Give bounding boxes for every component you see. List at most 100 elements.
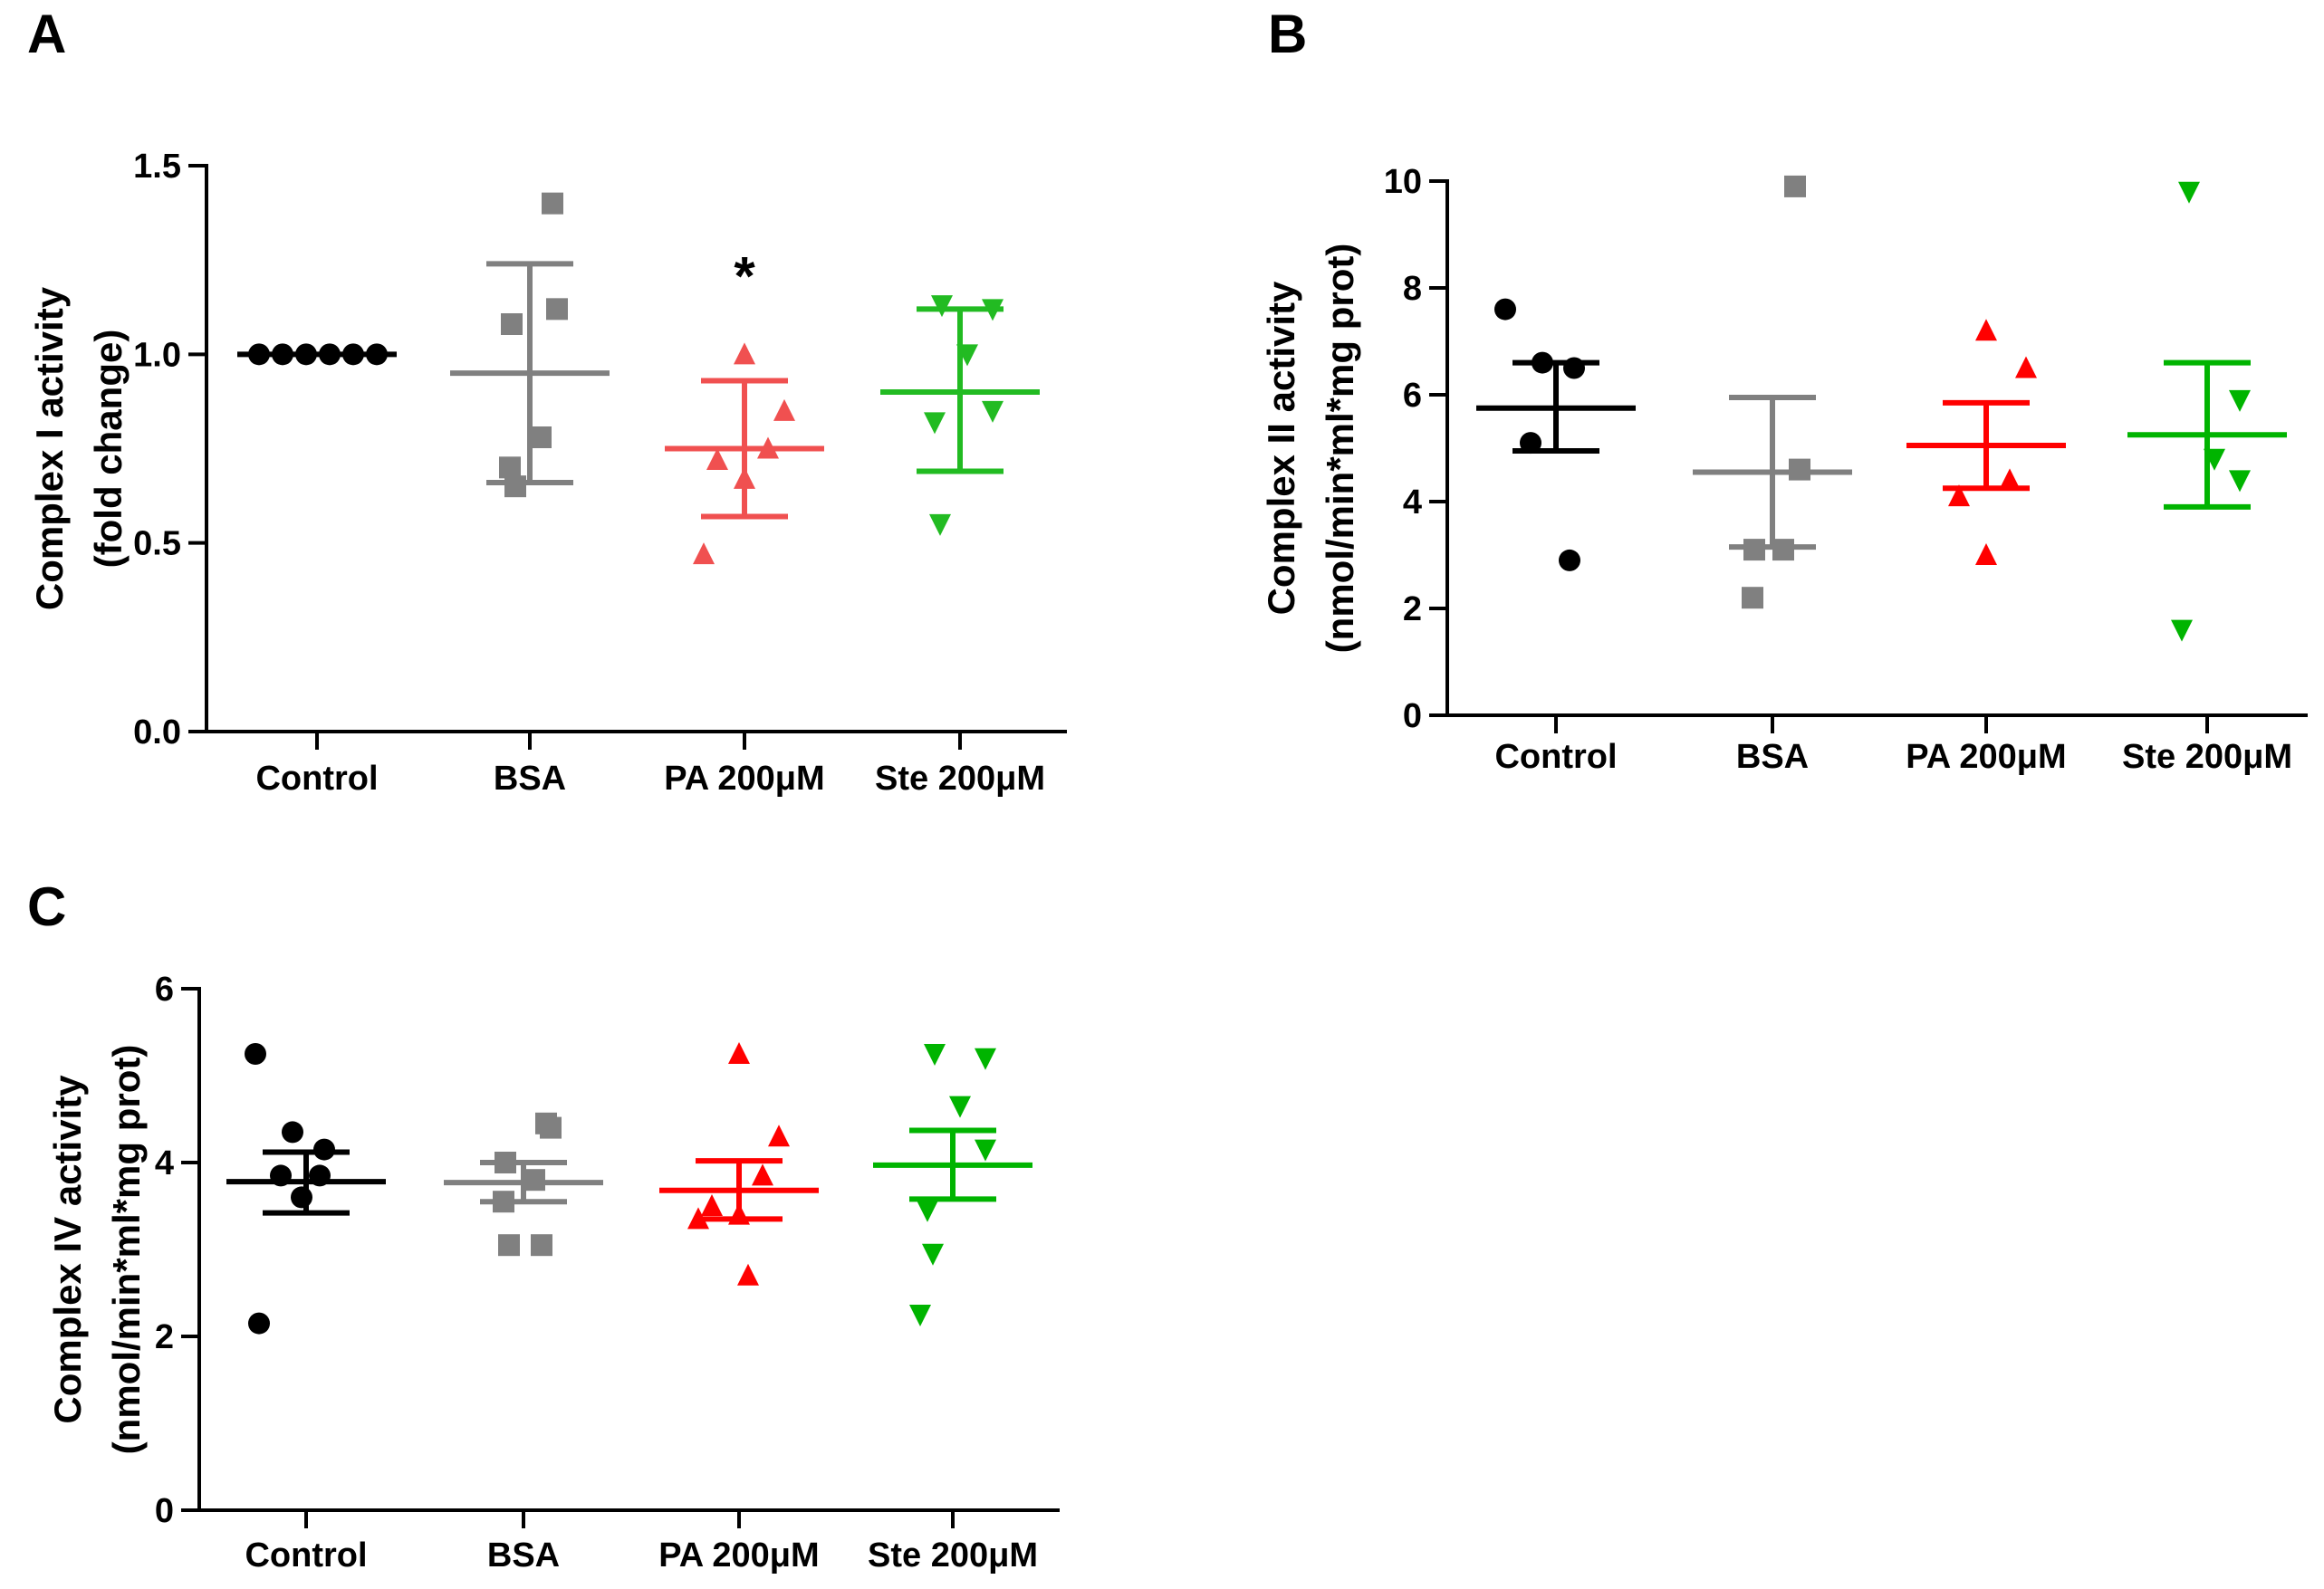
data-point <box>924 412 946 435</box>
data-point <box>542 192 563 215</box>
data-point <box>737 1263 759 1286</box>
data-point <box>295 343 317 366</box>
data-point <box>734 342 755 365</box>
y-tick-label: 4 <box>1403 483 1422 522</box>
y-tick-label: 2 <box>155 1318 174 1356</box>
data-point <box>734 466 755 489</box>
data-point <box>499 456 521 479</box>
data-point <box>291 1186 312 1209</box>
data-point <box>2229 389 2251 412</box>
data-point <box>1784 175 1806 197</box>
data-point <box>1532 351 1553 374</box>
data-point <box>1494 298 1516 321</box>
data-point <box>319 343 341 366</box>
data-point <box>495 1152 516 1173</box>
data-point <box>2171 619 2193 642</box>
x-category-label: Control <box>255 760 378 798</box>
data-point <box>270 1164 292 1187</box>
y-tick-label: 4 <box>155 1144 174 1182</box>
data-point <box>773 398 795 421</box>
panel-c-chart: 0 2 4 6 Control BSA PA 200μM Ste 200μM Complex I… <box>46 971 1060 1575</box>
data-point <box>917 1200 938 1222</box>
data-point <box>706 448 728 470</box>
y-axis-title: Complex I activity <box>28 286 71 610</box>
data-point <box>546 298 568 321</box>
data-point <box>929 513 951 536</box>
y-tick-label: 1.0 <box>133 336 181 374</box>
x-category-label: Ste 200μM <box>868 1536 1038 1575</box>
data-point <box>1743 539 1765 561</box>
data-point <box>728 1202 750 1225</box>
data-point <box>1563 357 1585 379</box>
significance-star: * <box>734 245 755 306</box>
data-point <box>922 1243 944 1266</box>
data-point <box>540 1116 562 1139</box>
panel-letter-a: A <box>27 4 66 64</box>
data-point <box>693 542 715 565</box>
data-point <box>2229 470 2251 493</box>
data-point <box>1948 484 1970 507</box>
y-tick-label: 1.5 <box>133 148 181 186</box>
data-point <box>313 1138 335 1161</box>
y-tick-label: 0.5 <box>133 525 181 563</box>
data-point <box>956 344 978 367</box>
data-point <box>982 299 1004 321</box>
data-point <box>530 426 552 448</box>
data-point <box>248 1312 270 1335</box>
x-category-label: Ste 200μM <box>2122 738 2292 776</box>
x-category-label: PA 200μM <box>664 760 824 798</box>
data-point <box>701 1194 723 1216</box>
data-point <box>245 1043 266 1065</box>
panel-a-chart: 0.0 0.5 1.0 1.5 Control BSA PA 200μM Ste 200μM C… <box>28 148 1067 798</box>
data-point <box>1772 539 1794 561</box>
x-category-label: BSA <box>1736 738 1809 776</box>
data-point <box>2204 448 2225 471</box>
data-point <box>1789 458 1810 481</box>
y-axis-title: (nmol/min*ml*mg prot) <box>105 1045 148 1455</box>
y-tick-label: 0 <box>1403 697 1422 735</box>
data-point <box>1999 468 2021 491</box>
data-point <box>1559 549 1580 571</box>
data-point <box>1742 587 1763 609</box>
y-tick-label: 6 <box>155 971 174 1009</box>
data-point <box>728 1042 750 1064</box>
data-point <box>342 343 364 366</box>
y-tick-label: 0.0 <box>133 713 181 751</box>
data-point <box>768 1125 790 1147</box>
data-point <box>493 1191 514 1213</box>
y-tick-label: 2 <box>1403 590 1422 628</box>
x-category-label: Ste 200μM <box>875 760 1045 798</box>
y-tick-label: 8 <box>1403 270 1422 308</box>
data-point <box>366 343 388 366</box>
y-axis-title: (fold change) <box>87 330 130 569</box>
x-category-label: Control <box>1494 738 1617 776</box>
data-point <box>975 1048 996 1070</box>
data-point <box>931 295 953 318</box>
data-point <box>1975 543 1997 565</box>
data-point <box>975 1139 996 1162</box>
y-axis-title: Complex IV activity <box>46 1075 89 1424</box>
data-point <box>1975 319 1997 341</box>
data-point <box>949 1096 971 1118</box>
x-category-label: BSA <box>487 1536 560 1575</box>
y-axis-title: (nmol/min*ml*mg prot) <box>1319 244 1361 654</box>
data-point <box>2178 181 2200 204</box>
x-category-label: Control <box>245 1536 367 1575</box>
data-point <box>909 1305 931 1326</box>
panel-letter-c: C <box>27 876 66 937</box>
data-point <box>248 343 270 366</box>
data-point <box>982 400 1004 423</box>
data-point <box>757 436 779 459</box>
data-point <box>752 1163 773 1186</box>
data-point <box>504 475 526 498</box>
data-point <box>1520 432 1541 455</box>
x-category-label: BSA <box>494 760 566 798</box>
data-point <box>523 1169 545 1192</box>
data-point <box>2015 356 2037 378</box>
y-tick-label: 0 <box>155 1492 174 1530</box>
data-point <box>531 1234 552 1257</box>
data-point <box>501 313 523 335</box>
data-point <box>309 1164 331 1187</box>
y-axis-title: Complex II activity <box>1260 281 1302 615</box>
